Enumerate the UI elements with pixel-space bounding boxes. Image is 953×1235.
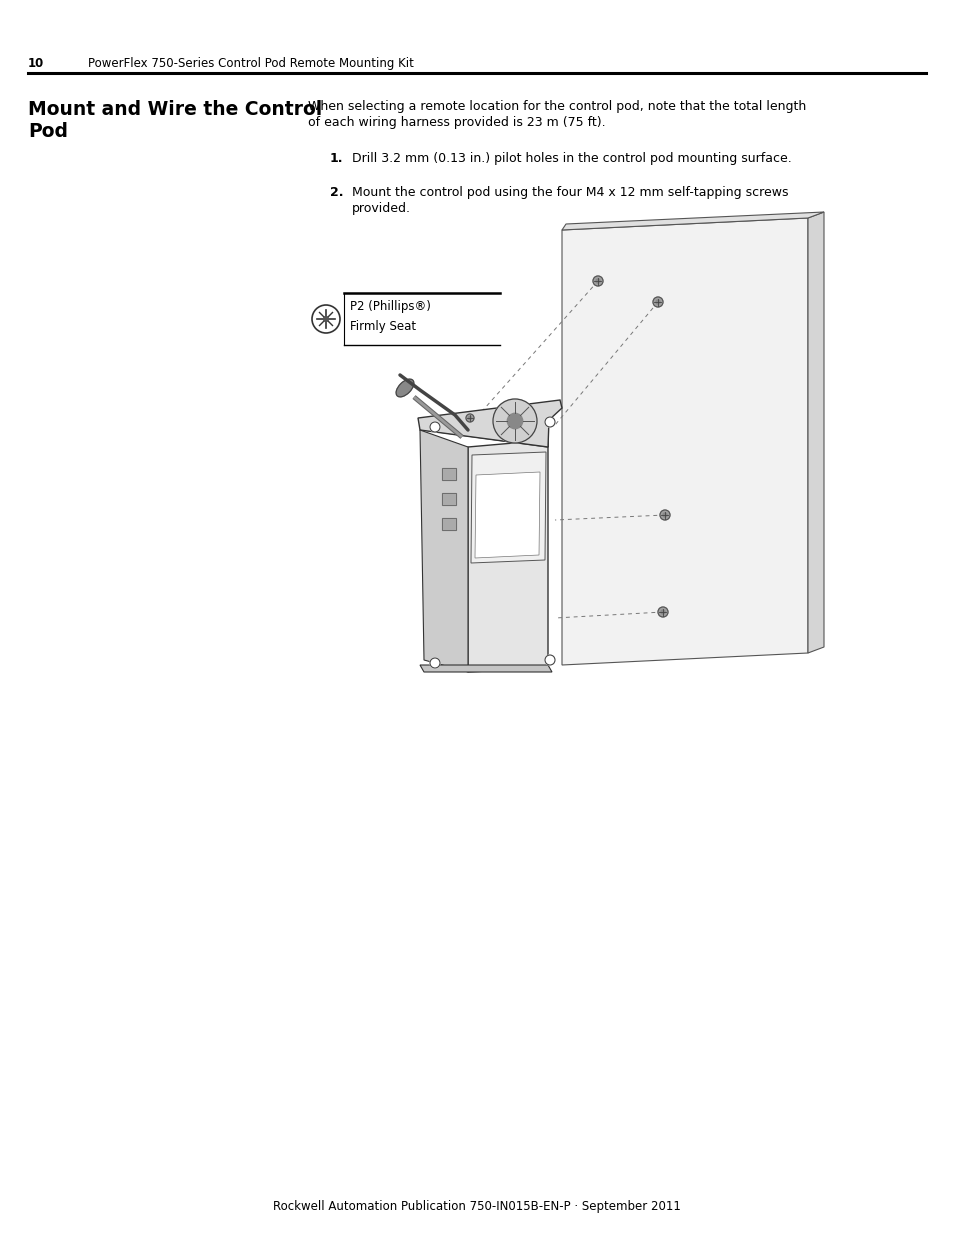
Text: 1.: 1. <box>330 152 343 165</box>
Polygon shape <box>419 430 468 672</box>
Circle shape <box>596 279 599 283</box>
Text: 10: 10 <box>28 57 44 70</box>
Text: provided.: provided. <box>352 203 411 215</box>
Circle shape <box>430 422 439 432</box>
Circle shape <box>593 275 602 287</box>
Bar <box>441 468 456 480</box>
Text: of each wiring harness provided is 23 m (75 ft).: of each wiring harness provided is 23 m … <box>308 116 605 128</box>
Circle shape <box>312 305 339 333</box>
Circle shape <box>662 513 666 517</box>
Polygon shape <box>475 472 539 558</box>
Text: When selecting a remote location for the control pod, note that the total length: When selecting a remote location for the… <box>308 100 805 112</box>
Text: Rockwell Automation Publication 750-IN015B-EN-P · September 2011: Rockwell Automation Publication 750-IN01… <box>273 1200 680 1213</box>
Text: Drill 3.2 mm (0.13 in.) pilot holes in the control pod mounting surface.: Drill 3.2 mm (0.13 in.) pilot holes in t… <box>352 152 791 165</box>
Polygon shape <box>561 212 823 230</box>
Circle shape <box>465 414 474 422</box>
Ellipse shape <box>395 379 414 396</box>
Text: P2 (Phillips®): P2 (Phillips®) <box>350 300 431 312</box>
Circle shape <box>323 316 328 321</box>
Circle shape <box>468 416 471 420</box>
Circle shape <box>658 606 667 618</box>
Polygon shape <box>468 440 547 672</box>
Circle shape <box>493 399 537 443</box>
Text: PowerFlex 750-Series Control Pod Remote Mounting Kit: PowerFlex 750-Series Control Pod Remote … <box>88 57 414 70</box>
Polygon shape <box>807 212 823 653</box>
Bar <box>441 493 456 505</box>
Circle shape <box>544 417 555 427</box>
Circle shape <box>430 658 439 668</box>
Text: 2.: 2. <box>330 186 343 199</box>
Text: Firmly Seat: Firmly Seat <box>350 320 416 333</box>
Polygon shape <box>417 400 561 447</box>
Circle shape <box>507 414 522 429</box>
Circle shape <box>544 655 555 664</box>
Bar <box>441 517 456 530</box>
Bar <box>441 517 456 530</box>
Polygon shape <box>471 452 545 563</box>
Circle shape <box>656 300 659 304</box>
Circle shape <box>659 510 669 520</box>
Text: Pod: Pod <box>28 122 68 141</box>
Circle shape <box>652 296 662 308</box>
Bar <box>441 468 456 480</box>
Polygon shape <box>419 664 552 672</box>
Circle shape <box>660 610 664 614</box>
Bar <box>441 493 456 505</box>
Text: Mount and Wire the Control: Mount and Wire the Control <box>28 100 322 119</box>
Polygon shape <box>419 422 547 447</box>
Polygon shape <box>561 219 807 664</box>
Text: Mount the control pod using the four M4 x 12 mm self-tapping screws: Mount the control pod using the four M4 … <box>352 186 788 199</box>
